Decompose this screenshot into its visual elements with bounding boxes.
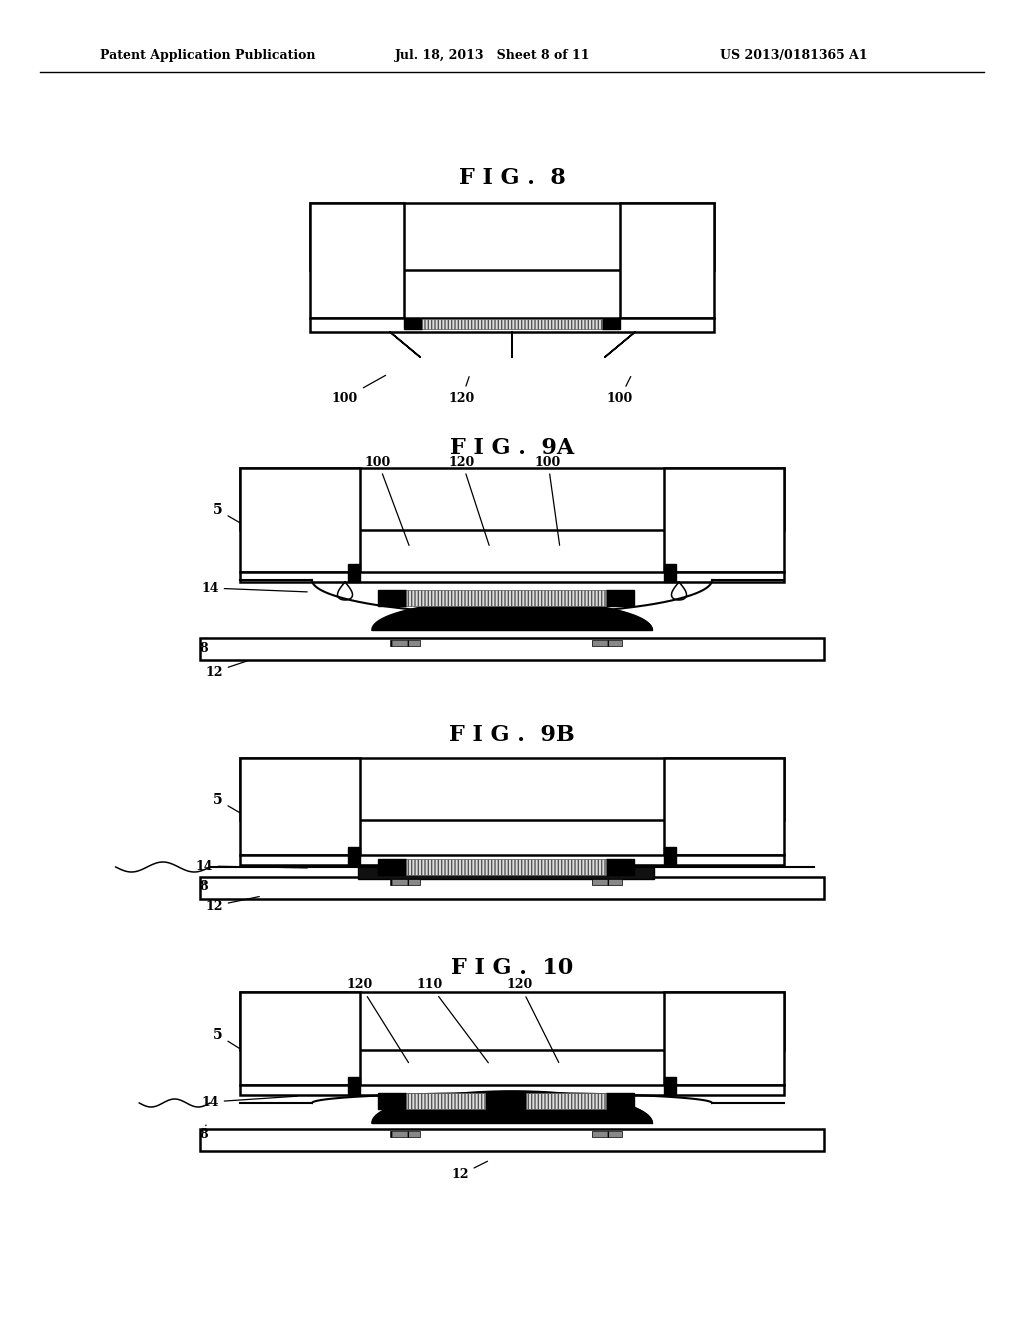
Bar <box>592 640 622 645</box>
Text: 100: 100 <box>607 376 633 404</box>
Text: F I G .  9A: F I G . 9A <box>450 437 574 459</box>
Bar <box>406 590 606 606</box>
Text: 110: 110 <box>417 978 488 1063</box>
Bar <box>526 1093 606 1109</box>
Bar <box>240 758 360 855</box>
Bar <box>310 203 714 271</box>
Text: Patent Application Publication: Patent Application Publication <box>100 49 315 62</box>
Bar <box>390 1131 420 1137</box>
Bar <box>664 993 784 1085</box>
Bar <box>378 590 406 606</box>
Text: 120: 120 <box>449 376 475 404</box>
Text: F I G .  8: F I G . 8 <box>459 168 565 189</box>
Text: 8: 8 <box>200 879 208 892</box>
Bar <box>348 564 360 582</box>
Text: US 2013/0181365 A1: US 2013/0181365 A1 <box>720 49 867 62</box>
Bar <box>606 1093 634 1109</box>
Bar <box>310 203 404 318</box>
Text: 5: 5 <box>213 503 240 523</box>
Bar <box>240 993 784 1049</box>
Bar <box>240 572 784 582</box>
Text: 100: 100 <box>332 375 386 404</box>
Text: 12: 12 <box>205 661 248 678</box>
Bar <box>664 1077 676 1096</box>
Bar <box>200 638 824 660</box>
Bar <box>240 1085 784 1096</box>
Text: 8: 8 <box>200 1125 208 1142</box>
Bar <box>348 1077 360 1096</box>
Bar <box>240 855 784 865</box>
Bar <box>378 859 406 875</box>
Text: 100: 100 <box>365 455 409 545</box>
Text: 5: 5 <box>213 1028 240 1048</box>
Text: 14: 14 <box>202 1096 297 1109</box>
Text: 14: 14 <box>196 859 307 873</box>
Bar <box>664 758 784 855</box>
Bar <box>664 847 676 865</box>
Bar <box>602 319 620 329</box>
Bar <box>390 879 420 884</box>
Bar <box>592 1131 622 1137</box>
Bar <box>422 319 602 329</box>
Text: Jul. 18, 2013   Sheet 8 of 11: Jul. 18, 2013 Sheet 8 of 11 <box>395 49 591 62</box>
Text: 14: 14 <box>202 582 307 594</box>
Bar <box>240 758 784 820</box>
Bar <box>664 564 676 582</box>
Text: 120: 120 <box>347 978 409 1063</box>
Bar <box>406 1093 486 1109</box>
Bar <box>310 318 714 333</box>
Bar <box>240 469 360 572</box>
Bar <box>486 1093 526 1109</box>
Text: 120: 120 <box>507 978 559 1063</box>
Bar <box>200 876 824 899</box>
Bar <box>592 879 622 884</box>
Text: 100: 100 <box>535 455 561 545</box>
Bar <box>240 993 360 1085</box>
Text: 8: 8 <box>200 638 208 655</box>
Bar <box>404 319 422 329</box>
Bar <box>664 469 784 572</box>
Bar <box>358 865 654 879</box>
Bar <box>606 859 634 875</box>
Text: F I G .  10: F I G . 10 <box>451 957 573 979</box>
Text: F I G .  9B: F I G . 9B <box>450 723 574 746</box>
Bar <box>606 590 634 606</box>
Text: 12: 12 <box>205 896 259 912</box>
Bar <box>378 1093 406 1109</box>
Text: 120: 120 <box>449 455 489 545</box>
Bar <box>390 640 420 645</box>
Text: 5: 5 <box>213 793 240 813</box>
Bar <box>348 847 360 865</box>
Text: 12: 12 <box>452 1162 487 1181</box>
Bar <box>620 203 714 318</box>
Bar <box>240 469 784 531</box>
Bar <box>406 859 606 875</box>
Bar <box>200 1129 824 1151</box>
